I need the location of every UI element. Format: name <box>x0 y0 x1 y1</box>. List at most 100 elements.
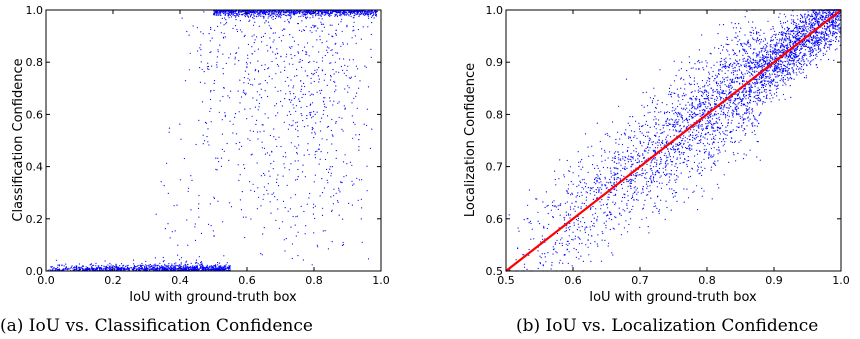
panel-a-point <box>282 155 284 158</box>
panel-b-point <box>732 152 735 154</box>
panel-b-point <box>676 191 678 194</box>
panel-b-point <box>717 118 719 120</box>
panel-b-point <box>616 189 618 191</box>
panel-b-point <box>581 202 583 204</box>
panel-b-point <box>630 218 632 220</box>
panel-b-point <box>679 103 681 105</box>
panel-b-point <box>795 64 798 66</box>
panel-a-point <box>142 264 144 266</box>
panel-b-point <box>831 18 833 20</box>
panel-a-point <box>232 12 234 14</box>
panel-b-point <box>553 200 555 202</box>
panel-a-point <box>257 12 260 14</box>
panel-a-point <box>210 265 212 267</box>
panel-b-point <box>651 159 654 161</box>
panel-b-point <box>689 104 691 106</box>
panel-b-point <box>641 145 643 147</box>
panel-a-point <box>290 11 293 13</box>
panel-b-point <box>614 157 617 159</box>
panel-a-point <box>55 259 58 261</box>
panel-b-point <box>805 43 808 45</box>
panel-a-point <box>224 14 226 16</box>
panel-a-point <box>303 14 305 16</box>
panel-b-point <box>701 174 703 177</box>
panel-a-point <box>298 29 300 31</box>
panel-a-point <box>291 243 294 245</box>
panel-a-point <box>323 26 325 28</box>
panel-b-point <box>751 109 753 111</box>
panel-a-point <box>269 11 271 13</box>
panel-a-point <box>329 24 331 26</box>
panel-a-point <box>289 18 291 20</box>
panel-b-point <box>680 114 682 116</box>
panel-a-x-tick-label: 0.8 <box>305 274 323 287</box>
panel-a-point <box>258 15 260 17</box>
panel-a-point <box>338 10 340 12</box>
panel-b-point <box>777 84 779 86</box>
panel-a-point <box>265 20 267 22</box>
panel-a-point <box>302 12 304 14</box>
panel-a-point <box>109 269 111 271</box>
panel-b-point <box>709 83 711 85</box>
panel-b-point <box>621 200 623 202</box>
panel-b-point <box>664 152 666 154</box>
panel-b-point <box>611 191 613 193</box>
panel-b-point <box>647 226 649 228</box>
panel-b-point <box>697 135 699 138</box>
panel-b-point <box>674 125 677 127</box>
panel-a-y-tick-label: 0.0 <box>26 265 44 278</box>
panel-b-point <box>743 64 745 66</box>
panel-a-point <box>277 65 280 67</box>
panel-a-point <box>243 92 246 94</box>
panel-a-point <box>170 266 172 268</box>
panel-a-point <box>298 98 300 100</box>
panel-a-point <box>218 14 220 16</box>
panel-b-point <box>555 251 557 253</box>
panel-a-point <box>211 267 213 269</box>
panel-b-point <box>672 146 674 148</box>
panel-a-point <box>139 268 141 271</box>
panel-a-point <box>178 264 180 266</box>
panel-a-point <box>314 217 316 220</box>
panel-b-point <box>719 80 721 82</box>
panel-a-point <box>253 18 255 20</box>
panel-a-point <box>73 269 75 271</box>
panel-a-point <box>224 17 226 19</box>
panel-a-point <box>286 53 288 55</box>
panel-b-point <box>642 188 644 190</box>
panel-b-point <box>790 78 793 80</box>
panel-a-point <box>69 268 71 270</box>
panel-a-point <box>222 12 224 14</box>
panel-a-point <box>316 111 318 113</box>
panel-b-point <box>600 260 603 262</box>
panel-a-point <box>324 73 326 76</box>
panel-a-point <box>298 100 300 102</box>
panel-b-point <box>679 112 681 114</box>
panel-a-point <box>324 230 326 232</box>
panel-a-y-tick-label: 0.4 <box>26 161 44 174</box>
panel-a-point <box>255 123 257 125</box>
panel-a-point <box>164 228 166 230</box>
panel-a-x-tick-label: 0.6 <box>238 274 256 287</box>
panel-b-point <box>657 196 659 198</box>
panel-b-point <box>665 155 667 157</box>
panel-b-point <box>657 147 659 149</box>
panel-b-point <box>671 193 674 195</box>
panel-b-point <box>618 162 620 164</box>
panel-a-point <box>246 66 248 68</box>
panel-a-point <box>276 48 278 50</box>
panel-b-point <box>732 113 734 115</box>
panel-a-point <box>262 233 264 235</box>
panel-b-point <box>567 262 569 264</box>
panel-b-point <box>692 67 694 69</box>
panel-b-point <box>667 150 670 152</box>
panel-b-point <box>754 48 756 50</box>
panel-a-point <box>132 269 134 271</box>
panel-a-point <box>224 36 226 38</box>
panel-b-point <box>705 94 708 96</box>
panel-a-point <box>195 267 197 269</box>
panel-a-point <box>292 215 294 218</box>
panel-a-point <box>361 179 363 181</box>
panel-a-point <box>332 69 334 71</box>
panel-a-point <box>252 84 254 86</box>
